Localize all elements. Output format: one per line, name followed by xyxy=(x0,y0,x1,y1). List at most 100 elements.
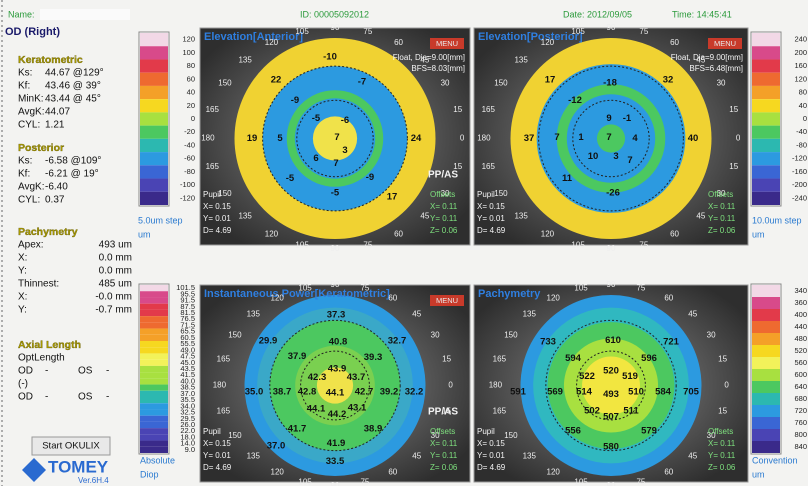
map-title: Elevation[Posterior] xyxy=(478,31,583,43)
map-value: 3 xyxy=(342,145,347,156)
scale-label: -120 xyxy=(792,154,807,163)
scale-label: 340 xyxy=(794,286,807,295)
okulix-button[interactable] xyxy=(31,436,111,456)
row-label: Ks: xyxy=(18,156,32,167)
map-value: 4 xyxy=(632,133,638,144)
scale-label: 120 xyxy=(794,74,807,83)
map-value: 39.3 xyxy=(364,352,383,363)
scale-swatch xyxy=(752,417,780,429)
angle-label: 45 xyxy=(420,55,429,64)
scale-swatch xyxy=(140,178,168,192)
angle-label: 165 xyxy=(493,407,507,416)
scale-swatch xyxy=(752,178,780,192)
angle-label: 60 xyxy=(664,468,673,477)
map-value: 507 xyxy=(603,412,619,423)
angle-label: 120 xyxy=(541,38,555,47)
scale-label: 200 xyxy=(794,48,807,57)
row-label: Thinnest: xyxy=(18,279,59,290)
scale-swatch xyxy=(140,309,168,317)
angle-label: 165 xyxy=(217,407,231,416)
map-value: -6 xyxy=(341,115,349,126)
scale-label: -20 xyxy=(184,127,195,136)
menu-label[interactable]: MENU xyxy=(436,39,458,48)
row-value: -6.58 @109° xyxy=(45,156,101,167)
scale-label: 45.0 xyxy=(180,358,195,367)
map-value: 9 xyxy=(606,113,611,124)
angle-label: 150 xyxy=(504,330,518,339)
scale-label: 80 xyxy=(187,61,195,70)
map-ring xyxy=(572,99,650,178)
row-value: -0.7 mm xyxy=(95,305,132,316)
map-ring xyxy=(269,319,401,452)
scale-swatch xyxy=(140,291,168,298)
angle-label: 15 xyxy=(718,407,727,416)
angle-label: 105 xyxy=(295,27,309,36)
scale-label: -80 xyxy=(796,140,807,149)
angle-label: 135 xyxy=(523,310,537,319)
map-value: 3 xyxy=(613,151,618,162)
scale-swatch xyxy=(140,112,168,126)
map-value: 520 xyxy=(603,366,619,377)
map-value: 38.7 xyxy=(273,386,292,397)
menu-label[interactable]: MENU xyxy=(436,296,458,305)
menu-button[interactable] xyxy=(708,38,742,49)
scale-label: -40 xyxy=(796,127,807,136)
scale-label: 60.5 xyxy=(180,333,195,342)
map-value: 29.9 xyxy=(259,336,278,347)
scale-swatch xyxy=(140,421,168,429)
scale-swatch xyxy=(140,341,168,348)
row-label: OD xyxy=(18,392,33,403)
angle-label: 45 xyxy=(696,55,705,64)
map-value: 510 xyxy=(628,386,644,397)
map-value: -9 xyxy=(291,95,299,106)
angle-label: 135 xyxy=(238,212,252,221)
scale-label: -160 xyxy=(792,167,807,176)
map-info: BFS=6.48[mm] xyxy=(689,64,743,73)
menu-button[interactable] xyxy=(430,38,464,49)
offset-info: Y= 0.11 xyxy=(708,214,736,223)
section-title: Axial Length xyxy=(18,339,81,351)
angle-label: 120 xyxy=(265,229,279,238)
scale-label: 400 xyxy=(794,310,807,319)
scale-label: -40 xyxy=(184,140,195,149)
scale-label: 37.0 xyxy=(180,389,195,398)
row-label: OptLength xyxy=(18,353,65,364)
row-value: - xyxy=(106,366,109,377)
scale-swatch xyxy=(140,409,168,416)
angle-label: 90 xyxy=(331,244,340,253)
map-value: -7 xyxy=(358,77,366,88)
pupil-info: X= 0.15 xyxy=(477,202,505,211)
angle-label: 90 xyxy=(607,23,616,32)
row-value: 44.07 xyxy=(45,107,70,118)
map-zone xyxy=(596,124,626,153)
scale-label: 480 xyxy=(794,334,807,343)
menu-button[interactable] xyxy=(430,295,464,306)
scale-caption: Absolute xyxy=(140,455,175,465)
okulix-button-label[interactable]: Start OKULIX xyxy=(42,441,100,452)
row-value: 0.0 mm xyxy=(99,266,132,277)
scale-swatch xyxy=(752,297,780,309)
map-value: 584 xyxy=(655,386,672,397)
scale-label: -100 xyxy=(180,180,195,189)
row-value: 43.46 @ 39° xyxy=(45,81,101,92)
map-ring xyxy=(576,350,646,421)
map-info: BFS=8.03[mm] xyxy=(411,64,465,73)
angle-label: 75 xyxy=(639,27,648,36)
scale-label: 47.5 xyxy=(180,352,195,361)
scale-label: 14.0 xyxy=(180,439,195,448)
row-value: 44.67 @129° xyxy=(45,68,104,79)
offset-info: Z= 0.06 xyxy=(430,463,458,472)
scale-unit: um xyxy=(138,229,151,239)
pupil-info: Pupil xyxy=(477,427,495,436)
angle-label: 60 xyxy=(664,294,673,303)
scale-swatch xyxy=(140,428,168,435)
map-value: 37.0 xyxy=(267,441,286,452)
row-value: - xyxy=(45,366,48,377)
angle-label: 30 xyxy=(431,431,440,440)
row-label: CYL: xyxy=(18,120,40,131)
menu-label[interactable]: MENU xyxy=(714,39,736,48)
row-value: OS xyxy=(78,366,93,377)
row-label: Y: xyxy=(18,266,27,277)
row-label: (-) xyxy=(18,379,28,390)
row-value: OS xyxy=(78,392,93,403)
